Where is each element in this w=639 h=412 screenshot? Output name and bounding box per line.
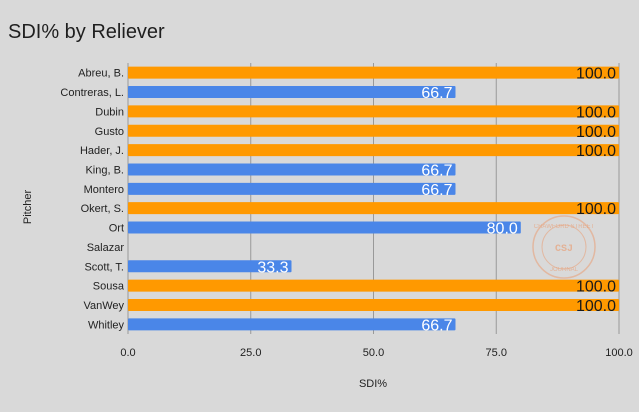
y-category-label: King, B. <box>85 164 124 176</box>
y-axis-title: Pitcher <box>22 190 34 225</box>
watermark-top-text: CRAWFORD STREET <box>534 224 595 230</box>
y-category-label: VanWey <box>83 300 124 312</box>
category-labels: Abreu, B. Contreras, L. Dubin Gusto Hader, J… <box>60 68 124 332</box>
data-label: 100.0 <box>576 66 616 83</box>
y-category-label: Scott, T. <box>84 261 124 273</box>
bar <box>128 163 456 176</box>
x-tick-label: 50.0 <box>363 347 384 359</box>
data-label: 66.7 <box>421 182 452 199</box>
y-category-label: Abreu, B. <box>78 68 124 80</box>
watermark-logo: CSJ CRAWFORD STREET JOURNAL <box>532 215 596 279</box>
x-axis-title: SDI% <box>359 378 387 390</box>
bar <box>128 260 292 273</box>
watermark-circle-outer <box>532 215 596 279</box>
x-tick-label: 100.0 <box>605 347 633 359</box>
data-label: 100.0 <box>576 201 616 218</box>
y-category-label: Contreras, L. <box>60 87 124 99</box>
bar <box>128 298 619 311</box>
data-label: 100.0 <box>576 104 616 121</box>
bar <box>128 202 619 215</box>
bar <box>128 182 456 195</box>
bar <box>128 66 619 79</box>
data-label: 66.7 <box>421 85 452 102</box>
x-tick-labels: 0.0 25.0 50.0 75.0 100.0 <box>120 347 632 359</box>
data-label: 100.0 <box>576 279 616 296</box>
y-category-label: Salazar <box>87 242 125 254</box>
watermark-center-text: CSJ <box>555 244 573 255</box>
bar <box>128 86 456 99</box>
x-tick-label: 75.0 <box>486 347 507 359</box>
data-label: 100.0 <box>576 143 616 160</box>
chart-title: SDI% by Reliever <box>8 21 165 43</box>
y-category-label: Ort <box>109 223 124 235</box>
bars <box>128 66 619 331</box>
x-tick-label: 25.0 <box>240 347 261 359</box>
bar <box>128 221 521 234</box>
data-label: 100.0 <box>576 124 616 141</box>
watermark-circle-inner <box>541 224 587 270</box>
bar <box>128 144 619 157</box>
y-category-label: Montero <box>84 184 124 196</box>
data-labels: 100.0 66.7 100.0 100.0 100.0 66.7 66.7 100.0 80.… <box>257 66 616 335</box>
watermark-bottom-text: JOURNAL <box>550 267 579 273</box>
bar <box>128 318 456 331</box>
y-category-label: Okert, S. <box>81 203 124 215</box>
bar <box>128 279 619 292</box>
y-category-label: Sousa <box>93 281 125 293</box>
data-label: 80.0 <box>487 221 518 238</box>
y-category-label: Dubin <box>95 106 124 118</box>
bar <box>128 124 619 137</box>
grid-lines <box>127 63 620 334</box>
data-label: 33.3 <box>257 259 288 276</box>
data-label: 66.7 <box>421 317 452 334</box>
y-category-label: Hader, J. <box>80 145 124 157</box>
y-category-label: Gusto <box>95 126 124 138</box>
bar <box>128 105 619 118</box>
data-label: 66.7 <box>421 162 452 179</box>
x-tick-label: 0.0 <box>120 347 135 359</box>
data-label: 100.0 <box>576 298 616 315</box>
y-category-label: Whitley <box>88 319 125 331</box>
